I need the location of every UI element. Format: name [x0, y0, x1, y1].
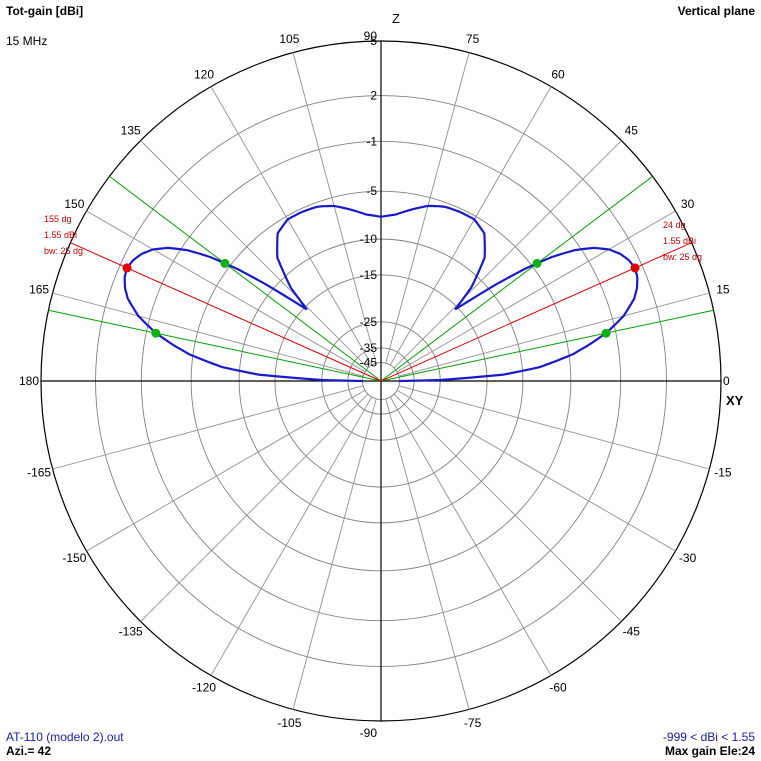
grid-radials: [52, 52, 710, 710]
angle-label: 180: [19, 374, 39, 388]
angle-label: 60: [551, 67, 565, 81]
max-gain-line: [380, 242, 692, 382]
beamwidth-line: [380, 176, 653, 382]
beamwidth-line: [48, 309, 382, 382]
grid-radial: [396, 389, 676, 552]
ring-label: -5: [366, 184, 377, 198]
angle-label: 165: [29, 282, 49, 296]
gain-range-label: -999 < dBi < 1.55: [662, 730, 755, 744]
grid-radial: [393, 140, 622, 369]
gain-pattern: [123, 204, 639, 383]
annotation-right: bw: 25 dg: [663, 252, 702, 262]
angle-label: -165: [27, 466, 51, 480]
ring-label: -15: [360, 268, 378, 282]
ring-label: -25: [360, 315, 378, 329]
grid-radial: [389, 396, 552, 676]
grid-radial: [86, 389, 366, 552]
grid-radial: [393, 393, 622, 622]
ring-label: 5: [370, 34, 377, 48]
chart-title: Tot-gain [dBi]: [6, 4, 84, 18]
annotation-right: 24 dg: [663, 220, 686, 230]
ring-label: -45: [360, 356, 378, 370]
ring-label: -1: [366, 134, 377, 148]
annotation-left: 155 dg: [44, 214, 72, 224]
angle-label: 135: [121, 124, 141, 138]
beamwidth-point: [601, 328, 611, 338]
angle-label: -135: [119, 624, 143, 638]
grid-radial: [292, 52, 377, 364]
azimuth-label: Azi.= 42: [6, 744, 52, 758]
angle-label: 15: [716, 282, 730, 296]
angle-label: -150: [62, 551, 86, 565]
grid-radial: [140, 393, 369, 622]
angle-labels: 0 15 30 45 60 75 90 105 120 135 150 165 180 -165 -150 -…: [19, 29, 732, 740]
max-gain-line: [70, 242, 382, 382]
beamwidth-line: [380, 309, 714, 382]
grid-radial: [52, 385, 364, 470]
max-gain-point: [630, 263, 640, 273]
angle-label: 75: [466, 32, 480, 46]
beamwidth-point: [151, 328, 161, 338]
annotation-left: 1.55 dBi: [44, 230, 77, 240]
angle-label: -105: [277, 716, 301, 730]
angle-label: 45: [625, 124, 639, 138]
beamwidth-point: [220, 258, 230, 268]
max-gain-point: [122, 263, 132, 273]
beam-markers: [48, 176, 714, 382]
ring-labels: 5 2 -1 -5 -10 -15 -25 -35-45: [360, 34, 378, 370]
grid-radial: [398, 292, 710, 377]
grid-radial: [210, 396, 373, 676]
grid-radial: [385, 52, 470, 364]
annotation-left: bw: 25 dg: [44, 246, 83, 256]
angle-label: 120: [194, 67, 214, 81]
angle-label: -45: [623, 624, 641, 638]
angle-label: -30: [679, 551, 697, 565]
beam-points: [122, 258, 640, 338]
beamwidth-line: [109, 176, 382, 382]
max-gain-label: Max gain Ele:24: [664, 744, 755, 758]
max-gain-annotations: 24 dg 1.55 dBi bw: 25 dg 155 dg 1.55 dBi bw: …: [44, 214, 702, 262]
angle-label: 105: [279, 32, 299, 46]
grid-radial: [140, 140, 369, 369]
angle-label: -15: [714, 466, 732, 480]
ring-label: -10: [360, 232, 378, 246]
plane-label: Vertical plane: [677, 4, 755, 18]
grid-radial: [398, 385, 710, 470]
grid-radial: [385, 398, 470, 710]
angle-label: -90: [360, 726, 378, 740]
ring-label: 2: [370, 89, 377, 103]
angle-label: -75: [464, 716, 482, 730]
grid-radial: [52, 292, 364, 377]
beamwidth-point: [532, 258, 542, 268]
grid-radial: [396, 210, 676, 373]
grid-radial: [86, 210, 366, 373]
xy-axis-label: XY: [726, 393, 744, 408]
grid-radial: [210, 86, 373, 366]
grid-radial: [292, 398, 377, 710]
z-axis-label: Z: [392, 11, 400, 26]
angle-label: -60: [549, 681, 567, 695]
angle-label: -120: [192, 681, 216, 695]
angle-label: 150: [64, 197, 84, 211]
annotation-right: 1.55 dBi: [663, 236, 696, 246]
angle-label: 0: [723, 374, 730, 388]
angle-label: 30: [681, 197, 695, 211]
pattern-curve: [123, 204, 639, 383]
frequency-label: 15 MHz: [6, 34, 48, 48]
file-label: AT-110 (modelo 2).out: [6, 730, 124, 744]
grid-radial: [389, 86, 552, 366]
angle-label: 90: [364, 29, 378, 43]
ring-label: -35: [360, 341, 378, 355]
